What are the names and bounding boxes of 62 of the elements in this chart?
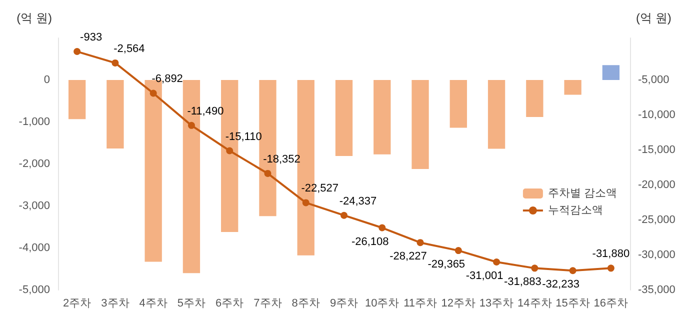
y2-tick-label: -25,000	[638, 214, 676, 226]
x-tick-label: 16주차	[594, 298, 628, 310]
point	[569, 267, 576, 274]
x-tick-label: 7주차	[254, 298, 282, 310]
data-label: -29,365	[428, 258, 466, 271]
data-label: -2,564	[114, 42, 145, 55]
x-tick-label: 10주차	[365, 298, 400, 310]
x-tick-label: 12주차	[441, 298, 476, 310]
point	[340, 212, 348, 219]
x-tick-label: 6주차	[216, 298, 244, 310]
y-axis-title: (억 원)	[16, 11, 52, 25]
y-tick-label: -2,000	[18, 158, 50, 170]
data-label: -26,108	[351, 236, 389, 248]
x-tick-label: 14주차	[518, 298, 552, 310]
y-tick-label: -4,000	[18, 242, 50, 254]
y-tick-label: -1,000	[18, 116, 50, 128]
x-tick-label: 4주차	[139, 298, 168, 310]
point	[493, 258, 500, 266]
y-tick-label: -5,000	[18, 284, 50, 296]
y2-tick-label: -10,000	[638, 109, 676, 121]
point	[378, 224, 386, 232]
data-label: -32,233	[542, 278, 580, 291]
data-label: -24,337	[339, 195, 377, 208]
y2-tick-label: -30,000	[638, 249, 676, 261]
x-tick-label: 13주차	[479, 298, 514, 310]
point	[416, 239, 424, 246]
x-tick-label: 15주차	[556, 298, 590, 310]
point	[264, 170, 272, 177]
x-tick-label: 5주차	[177, 298, 206, 310]
data-label: -22,527	[301, 182, 339, 195]
data-label: -28,227	[390, 250, 427, 263]
legend-label: 누적감소액	[548, 204, 603, 216]
y2-tick-label: -15,000	[638, 144, 676, 156]
data-label: -11,490	[187, 105, 224, 118]
point	[531, 264, 538, 272]
x-tick-label: 11주차	[404, 298, 437, 310]
data-label: -15,110	[225, 130, 262, 143]
x-tick-label: 8주차	[292, 298, 320, 310]
y2-tick-label: -20,000	[638, 179, 676, 191]
point	[302, 199, 310, 206]
data-label: -31,883	[504, 276, 542, 288]
y2-axis-title: (억 원)	[636, 11, 672, 25]
y-tick-label: 0	[44, 74, 50, 86]
data-label: -31,880	[592, 248, 630, 260]
point	[74, 48, 81, 56]
data-label: -6,892	[152, 73, 183, 86]
point	[454, 247, 462, 254]
y-tick-label: -3,000	[18, 200, 50, 212]
data-label: -31,001	[466, 270, 504, 282]
y2-tick-label: -5,000	[638, 74, 670, 86]
point	[150, 90, 157, 97]
point	[112, 59, 119, 66]
point	[607, 264, 614, 272]
data-label: -933	[80, 32, 102, 44]
data-label: -18,352	[263, 153, 300, 166]
x-tick-label: 9주차	[330, 298, 358, 310]
point	[226, 147, 234, 154]
point	[188, 122, 195, 129]
x-tick-label: 3주차	[101, 298, 130, 310]
x-tick-label: 2주차	[63, 298, 92, 310]
y2-tick-label: -35,000	[638, 284, 676, 296]
legend-label: 주차별 감소액	[548, 188, 618, 200]
